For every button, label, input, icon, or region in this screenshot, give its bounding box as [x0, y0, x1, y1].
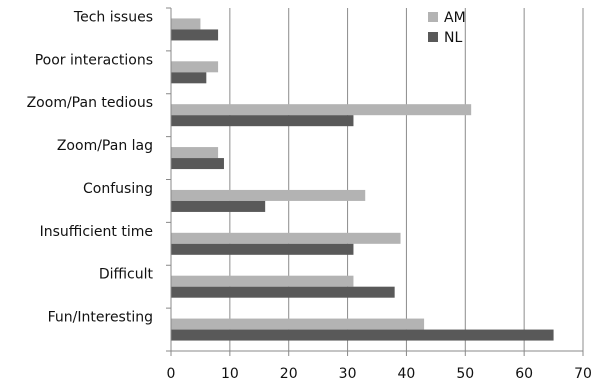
bar-am-confusing [171, 189, 366, 201]
bar-am-insufficient-time [171, 232, 401, 244]
bar-nl-fun-interesting [171, 329, 554, 341]
bar-nl-tech-issues [171, 29, 219, 41]
bar-nl-confusing [171, 200, 266, 212]
tick-label-0: 0 [167, 366, 176, 382]
legend-label-am: AM [444, 10, 466, 26]
category-label: Insufficient time [40, 224, 153, 240]
bar-am-poor-interactions [171, 61, 219, 73]
bar-nl-poor-interactions [171, 72, 207, 84]
category-label: Poor interactions [35, 52, 153, 68]
category-label: Tech issues [73, 9, 153, 25]
bar-nl-zoom-pan-lag [171, 158, 224, 170]
legend: AM NL [428, 10, 466, 46]
tick-label-50: 50 [456, 366, 474, 382]
bar-am-zoom-pan-tedious [171, 104, 472, 116]
tick-label-60: 60 [515, 366, 533, 382]
legend-swatch-nl [428, 32, 438, 42]
category-label: Difficult [99, 267, 154, 283]
bars [171, 18, 554, 341]
tick-label-40: 40 [398, 366, 416, 382]
category-label: Zoom/Pan lag [57, 138, 153, 154]
bar-am-zoom-pan-lag [171, 147, 219, 159]
category-label: Confusing [83, 181, 153, 197]
bar-am-fun-interesting [171, 318, 425, 330]
bar-nl-insufficient-time [171, 243, 354, 255]
gridlines [229, 8, 584, 351]
bar-am-difficult [171, 275, 354, 287]
bar-nl-zoom-pan-tedious [171, 115, 354, 127]
tick-label-30: 30 [339, 366, 357, 382]
category-label: Fun/Interesting [48, 310, 153, 326]
tick-label-10: 10 [221, 366, 239, 382]
category-labels: Fun/Interesting Difficult Insufficient tim… [27, 7, 171, 352]
bar-nl-difficult [171, 286, 395, 298]
tick-label-70: 70 [574, 366, 592, 382]
x-axis-ticks: 0 10 20 30 40 50 60 70 [167, 351, 592, 382]
category-label: Zoom/Pan tedious [27, 95, 153, 111]
bar-am-tech-issues [171, 18, 201, 30]
legend-label-nl: NL [444, 30, 462, 46]
legend-swatch-am [428, 12, 438, 22]
tick-label-20: 20 [280, 366, 298, 382]
